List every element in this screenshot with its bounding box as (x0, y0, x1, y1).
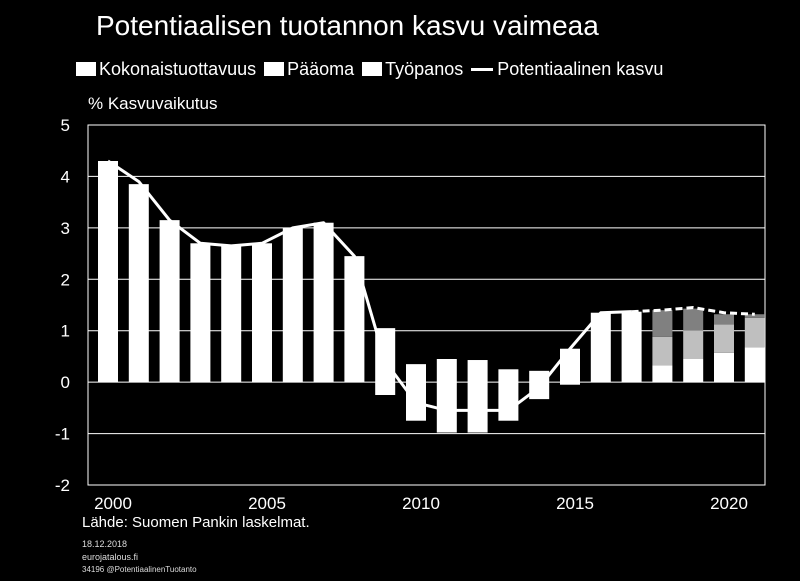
bar-2018-tfp (652, 310, 673, 337)
bar-2006 (282, 227, 303, 383)
footer-site: eurojatalous.fi (82, 552, 139, 562)
legend-item-potential-growth: Potentiaalinen kasvu (471, 59, 663, 80)
potential-growth-forecast-line (631, 306, 755, 316)
bar-2021-capital (744, 317, 765, 348)
y-tick-label: 1 (61, 322, 70, 341)
bar-2010 (406, 364, 426, 421)
potential-growth-line (107, 159, 632, 412)
legend-item-labour: Työpanos (362, 59, 463, 80)
y-tick-label: 2 (61, 270, 70, 289)
y-tick-label: 3 (61, 219, 70, 238)
legend-label-tfp: Kokonaistuottavuus (99, 58, 257, 79)
legend-label-labour: Työpanos (385, 58, 464, 79)
bar-2016 (590, 312, 611, 383)
bar-2018-capital (652, 336, 673, 366)
bar-2018-labour (652, 365, 673, 383)
bar-2020-tfp (714, 314, 734, 325)
bar-2000 (98, 161, 118, 383)
x-tick-label: 2010 (402, 494, 440, 513)
bar-2007 (313, 222, 334, 383)
legend-label-capital: Pääoma (287, 58, 355, 79)
chart-title: Potentiaalisen tuotannon kasvu vaimeaa (96, 10, 599, 41)
y-tick-label: 0 (61, 373, 70, 392)
legend-label-potential-growth: Potentiaalinen kasvu (497, 58, 664, 79)
source-note: Lähde: Suomen Pankin laskelmat. (82, 514, 310, 531)
bar-2019-tfp (683, 308, 704, 331)
y-axis-label: % Kasvuvaikutus (88, 94, 217, 113)
y-tick-label: -2 (55, 476, 70, 495)
legend-item-tfp: Kokonaistuottavuus (76, 59, 256, 80)
bar-2021-tfp (744, 314, 765, 318)
legend-swatch-labour (362, 62, 383, 76)
bar-2020-labour (714, 352, 734, 383)
bar-2008 (344, 256, 365, 383)
x-tick-label: 2020 (710, 494, 748, 513)
legend-item-capital: Pääoma (264, 59, 354, 80)
bar-2012 (467, 360, 488, 433)
bar-2003 (190, 243, 211, 383)
bar-2005 (252, 243, 272, 383)
bar-2013 (498, 369, 519, 421)
footer-code: 34196 @PotentiaalinenTuotanto (82, 565, 197, 574)
footer-date: 18.12.2018 (82, 539, 128, 549)
plot-frame (87, 124, 766, 486)
bar-2020-capital (714, 324, 734, 353)
bar-2019-capital (683, 330, 704, 359)
y-tick-label: 4 (61, 167, 70, 186)
bar-2017 (621, 311, 642, 383)
chart-legend: Kokonaistuottavuus Pääoma Työpanos Poten… (76, 58, 671, 80)
y-tick-label: -1 (55, 425, 70, 444)
x-tick-label: 2005 (248, 494, 286, 513)
legend-swatch-capital (264, 62, 285, 76)
x-tick-label: 2015 (556, 494, 594, 513)
bar-2021-labour (744, 347, 765, 383)
y-tick-label: 5 (61, 116, 70, 135)
bar-2015 (560, 348, 580, 385)
bar-2019-labour (683, 359, 704, 383)
legend-swatch-tfp (76, 62, 96, 76)
bar-2001 (128, 184, 149, 383)
bar-2002 (159, 220, 180, 383)
bar-2004 (221, 245, 242, 383)
legend-line-potential-growth (471, 67, 494, 71)
bar-2011 (436, 359, 457, 433)
x-tick-label: 2000 (94, 494, 132, 513)
